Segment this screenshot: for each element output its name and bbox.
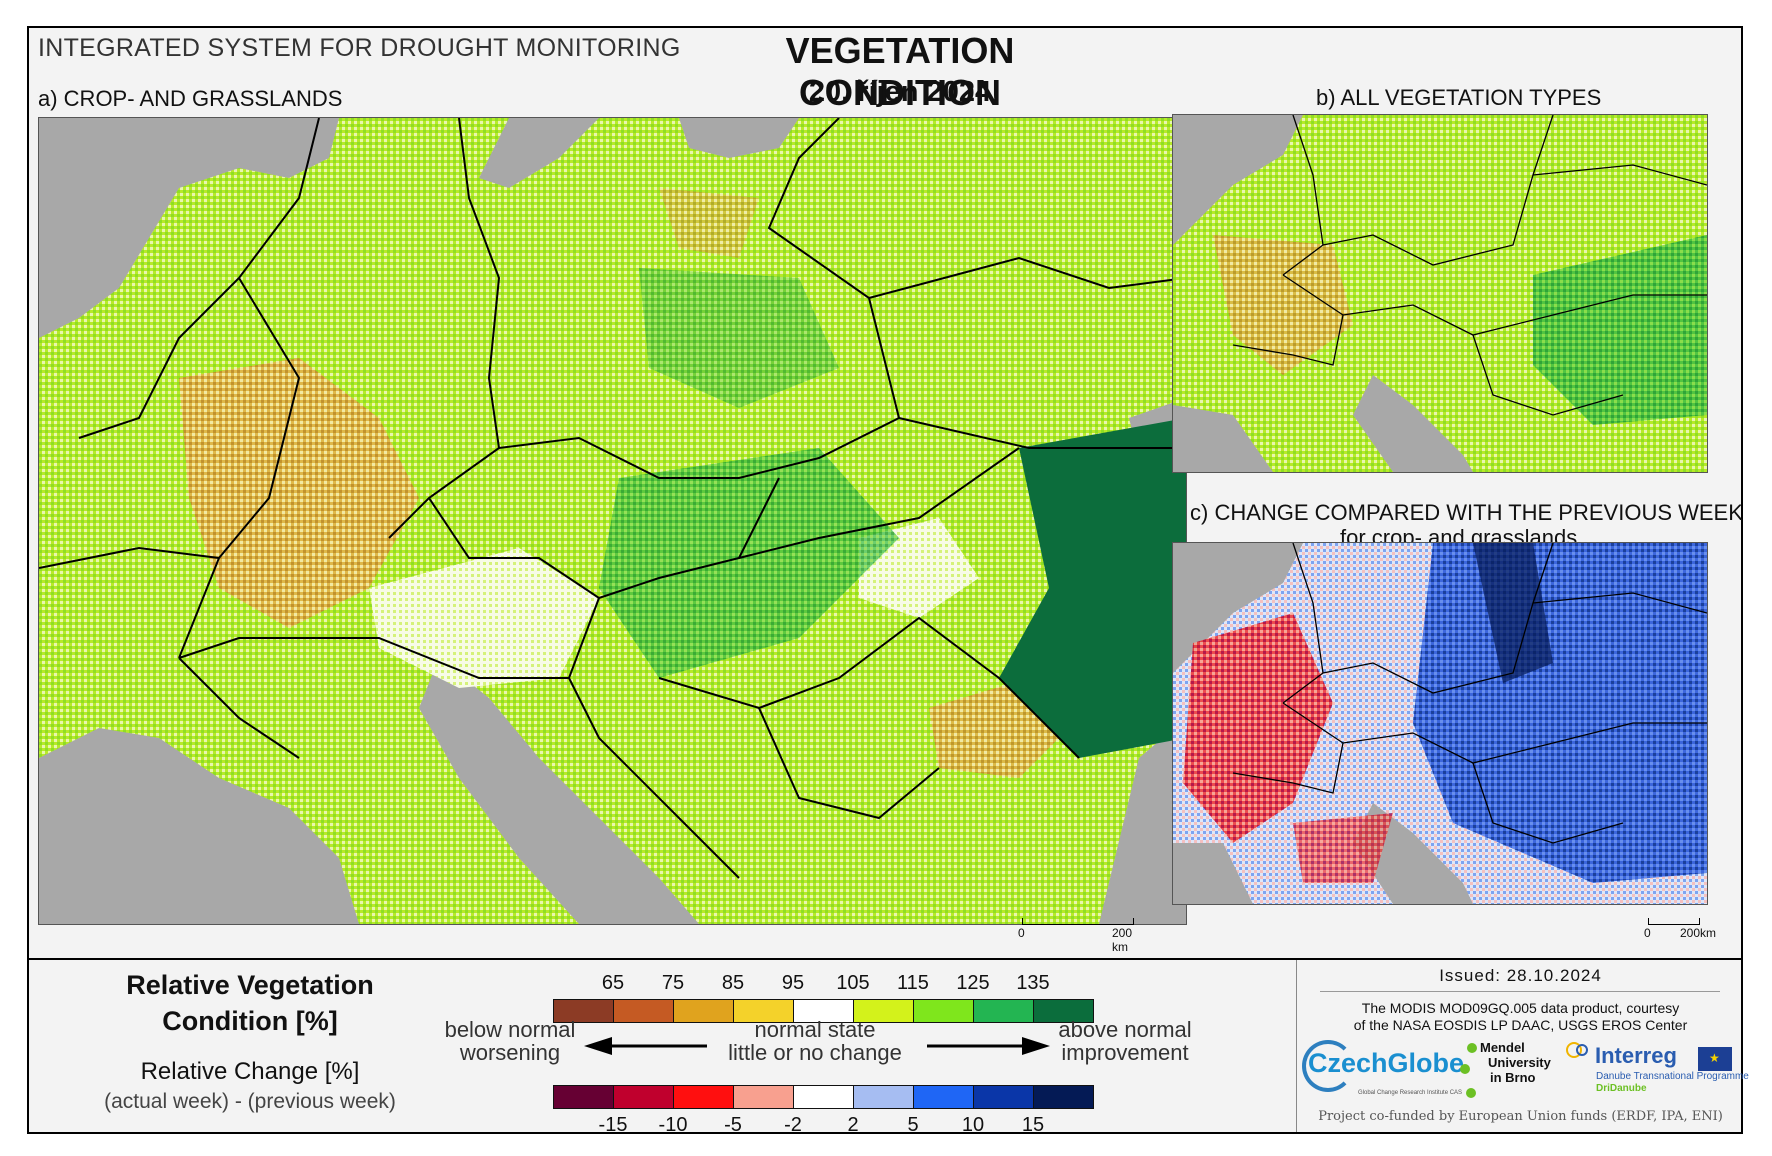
right-arrow-icon: [927, 1037, 1050, 1055]
mendel-dot-icon: [1460, 1064, 1470, 1074]
rc-tick-label: 2: [847, 1114, 859, 1136]
rc-tick-label: -5: [724, 1114, 742, 1136]
left-desc-line2: worsening: [459, 1040, 561, 1065]
mendel-line2: University: [1488, 1055, 1551, 1070]
legend-divider: [27, 958, 1743, 960]
map-crop-grasslands: [38, 117, 1187, 925]
rvc-tick-label: 125: [956, 972, 990, 994]
funding-note: Project co-funded by European Union fund…: [1318, 1109, 1723, 1124]
rc-subtitle: (actual week) - (previous week): [104, 1090, 396, 1113]
rvc-tick-label: 85: [721, 972, 745, 994]
rvc-tick-label: 65: [601, 972, 625, 994]
map-date: 20. říjen 2024: [808, 76, 992, 108]
scalebar-c-bar: [1648, 918, 1700, 925]
issued-separator: [1320, 991, 1720, 992]
credit-line2: of the NASA EOSDIS LP DAAC, USGS EROS Ce…: [1353, 1017, 1688, 1033]
rvc-swatch: [913, 999, 974, 1023]
system-name: INTEGRATED SYSTEM FOR DROUGHT MONITORING: [38, 34, 681, 62]
title-block: VEGETATION CONDITION: [680, 30, 1120, 114]
credits-divider: [1296, 960, 1297, 1132]
scalebar-a-bar: [1022, 918, 1134, 925]
rc-tick-label: -2: [784, 1114, 802, 1136]
left-arrow-icon: [584, 1037, 707, 1055]
rvc-swatch: [793, 999, 854, 1023]
left-desc-line1: below normal: [444, 1017, 576, 1042]
map-all-vegetation: [1172, 114, 1708, 473]
mendel-dot-icon: [1467, 1043, 1477, 1053]
mendel-line1: Mendel: [1480, 1040, 1525, 1055]
rvc-swatch: [733, 999, 794, 1023]
panel-c-label: c) CHANGE COMPARED WITH THE PREVIOUS WEE…: [1190, 500, 1743, 525]
scalebar-a-end: 200 km: [1112, 926, 1133, 954]
center-desc-line1: normal state: [754, 1017, 876, 1042]
left-description: below normal worsening: [430, 1018, 590, 1064]
czechglobe-logo: CzechGlobe: [1308, 1048, 1465, 1078]
rc-tick-label: 15: [1021, 1114, 1045, 1136]
rvc-tick-label: 135: [1016, 972, 1050, 994]
map-weekly-change: [1172, 542, 1708, 905]
panel-a-label: a) CROP- AND GRASSLANDS: [38, 86, 343, 111]
rc-swatch: [913, 1085, 974, 1109]
interreg-project: DriDanube: [1596, 1083, 1647, 1094]
rvc-tick-label: 95: [781, 972, 805, 994]
mendel-dot-icon: [1466, 1088, 1476, 1098]
czechglobe-subtitle: Global Change Research Institute CAS: [1358, 1090, 1463, 1096]
direction-arrows: [584, 1037, 1050, 1055]
page-title: VEGETATION CONDITION: [785, 30, 1015, 113]
rvc-title-line2: Condition [%]: [162, 1006, 338, 1036]
rc-swatch: [553, 1085, 614, 1109]
issued-date: Issued: 28.10.2024: [1439, 966, 1602, 985]
rvc-tick-label: 75: [661, 972, 685, 994]
rc-tick-label: 5: [907, 1114, 919, 1136]
mendel-line3: in Brno: [1490, 1070, 1536, 1085]
rvc-title-line1: Relative Vegetation: [126, 970, 374, 1000]
scalebar-a-zero: 0: [1018, 926, 1025, 940]
czechglobe-logo-icon: [1302, 1040, 1354, 1092]
scalebar-c-end: 200km: [1680, 926, 1717, 940]
rc-swatch: [793, 1085, 854, 1109]
credit-line1: The MODIS MOD09GQ.005 data product, cour…: [1361, 1000, 1680, 1016]
rc-title: Relative Change [%]: [140, 1058, 360, 1085]
center-description: normal state little or no change: [715, 1018, 915, 1064]
rc-tick-label: -15: [598, 1114, 628, 1136]
rc-swatch: [1033, 1085, 1094, 1109]
rvc-tick-label: 115: [897, 972, 929, 994]
rc-swatch: [973, 1085, 1034, 1109]
rvc-swatch: [853, 999, 914, 1023]
interreg-logo: Interreg: [1595, 1043, 1677, 1068]
rvc-swatch: [613, 999, 674, 1023]
rc-tick-label: 10: [961, 1114, 985, 1136]
mendel-logo: Mendel University in Brno: [1480, 1040, 1551, 1085]
eu-flag-icon: [1698, 1047, 1732, 1071]
rvc-swatch: [973, 999, 1034, 1023]
rc-swatch: [733, 1085, 794, 1109]
rc-swatch: [853, 1085, 914, 1109]
center-desc-line2: little or no change: [728, 1040, 902, 1065]
right-desc-line2: improvement: [1061, 1040, 1189, 1065]
rvc-swatch: [1033, 999, 1094, 1023]
right-description: above normal improvement: [1040, 1018, 1210, 1064]
rc-tick-label: -10: [658, 1114, 688, 1136]
right-desc-line1: above normal: [1058, 1017, 1192, 1042]
rvc-tick-label: 105: [836, 972, 870, 994]
scalebar-c-zero: 0: [1644, 926, 1651, 940]
rc-swatch: [613, 1085, 674, 1109]
interreg-subtitle: Danube Transnational Programme: [1596, 1071, 1749, 1082]
interreg-swirl-icon: [1566, 1042, 1588, 1058]
panel-b-label: b) ALL VEGETATION TYPES: [1316, 85, 1602, 110]
rc-swatch: [673, 1085, 734, 1109]
